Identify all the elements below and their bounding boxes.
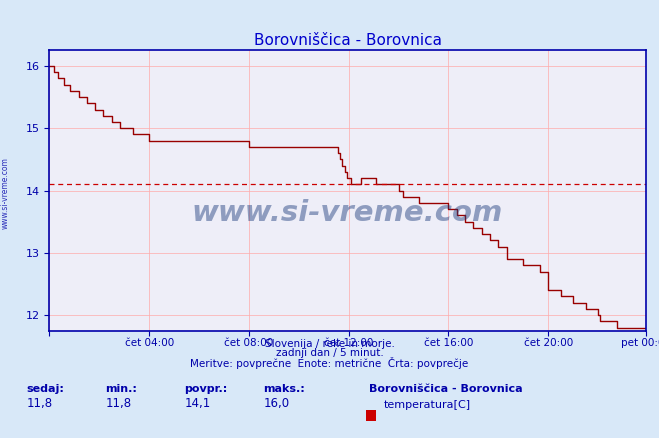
- Text: www.si-vreme.com: www.si-vreme.com: [1, 157, 10, 229]
- Text: min.:: min.:: [105, 384, 137, 394]
- Text: Borovniščica - Borovnica: Borovniščica - Borovnica: [369, 384, 523, 394]
- Text: maks.:: maks.:: [264, 384, 305, 394]
- Text: 11,8: 11,8: [105, 396, 132, 410]
- Text: 11,8: 11,8: [26, 396, 53, 410]
- Text: sedaj:: sedaj:: [26, 384, 64, 394]
- Text: Slovenija / reke in morje.: Slovenija / reke in morje.: [264, 339, 395, 350]
- Text: www.si-vreme.com: www.si-vreme.com: [192, 199, 503, 227]
- Title: Borovniščica - Borovnica: Borovniščica - Borovnica: [254, 33, 442, 48]
- Text: zadnji dan / 5 minut.: zadnji dan / 5 minut.: [275, 348, 384, 358]
- Text: povpr.:: povpr.:: [185, 384, 228, 394]
- Text: 14,1: 14,1: [185, 396, 211, 410]
- Text: 16,0: 16,0: [264, 396, 290, 410]
- Text: temperatura[C]: temperatura[C]: [384, 399, 471, 410]
- Text: Meritve: povprečne  Enote: metrične  Črta: povprečje: Meritve: povprečne Enote: metrične Črta:…: [190, 357, 469, 369]
